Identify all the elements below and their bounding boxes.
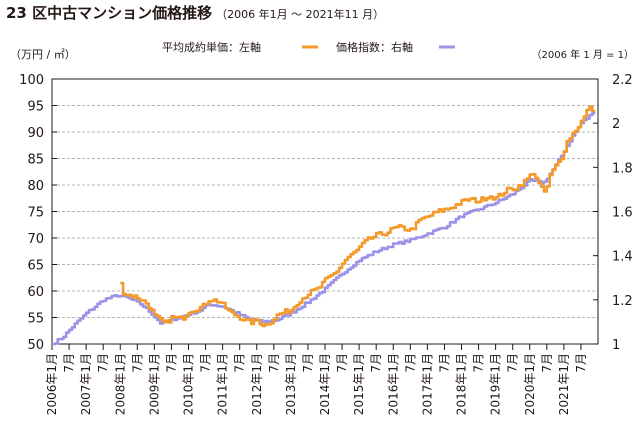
x-tick-label-21: 7月 [403,353,417,373]
right-tick-label-1.4: 1.4 [612,250,633,265]
x-tick-label-15: 7月 [301,353,315,373]
x-tick-label-20: 2016年1月 [386,353,400,415]
left-tick-label-70: 70 [27,232,44,247]
x-tick-label-9: 7月 [199,353,213,373]
x-tick-label-24: 2018年1月 [455,353,469,415]
x-tick-label-6: 2009年1月 [147,353,161,415]
right-tick-label-1.6: 1.6 [612,206,633,221]
x-tick-label-3: 7月 [96,353,110,373]
x-tick-label-26: 2019年1月 [489,353,503,415]
chart-title-main: 23 区中古マンション価格推移 [6,4,213,22]
right-tick-label-2: 2 [612,117,620,132]
x-tick-label-10: 2011年1月 [216,353,230,415]
right-axis-label: （2006 年 1 月 = 1） [532,48,634,61]
x-axis-labels: 2006年1月 7月 2007年1月 7月 2008年1月 7月 2009年1月 7月 2010… [45,353,588,415]
x-tick-label-13: 7月 [267,353,281,373]
left-axis-label: （万円 / ㎡） [10,48,76,61]
x-tick-label-4: 2008年1月 [113,353,127,415]
x-tick-label-29: 7月 [540,353,554,373]
chart-subtitle: （2006 年1月 〜 2021年11 月） [216,8,385,21]
x-tick-label-28: 2020年1月 [523,353,537,415]
series-layer [52,105,596,346]
left-tick-label-50: 50 [27,338,44,353]
right-tick-label-2.2: 2.2 [612,73,633,88]
chart-title: 23 区中古マンション価格推移 （2006 年1月 〜 2021年11 月） [6,2,384,23]
right-tick-label-1.2: 1.2 [612,294,633,309]
right-tick-label-1.8: 1.8 [612,161,633,176]
x-tick-label-17: 7月 [335,353,349,373]
left-tick-label-60: 60 [27,285,44,300]
x-tick-label-30: 2021年1月 [557,353,571,415]
x-tick-label-27: 7月 [506,353,520,373]
legend-label-price-index: 価格指数：右軸 [336,40,413,54]
left-tick-label-80: 80 [27,179,44,194]
series-line-price-index [52,111,596,346]
x-tick-label-23: 7月 [437,353,451,373]
x-tick-label-12: 2012年1月 [250,353,264,415]
legend-label-unit-price: 平均成約単価：左軸 [162,40,261,54]
x-tick-label-2: 2007年1月 [79,353,93,415]
grid-layer [52,105,598,318]
x-tick-label-8: 2010年1月 [182,353,196,415]
x-tick-label-16: 2014年1月 [318,353,332,415]
left-tick-label-85: 85 [27,153,44,168]
right-tick-label-1: 1 [612,338,620,353]
legend: 平均成約単価：左軸 価格指数：右軸 [162,40,455,54]
left-tick-label-55: 55 [27,312,44,327]
series-line-unit-price [120,105,596,328]
left-tick-label-95: 95 [27,100,44,115]
x-tick-label-11: 7月 [233,353,247,373]
x-tick-label-31: 7月 [574,353,588,373]
x-tick-label-5: 7月 [130,353,144,373]
x-tick-label-7: 7月 [164,353,178,373]
left-axis-ticks: 100 95 90 85 80 75 70 65 60 55 50 [19,73,57,353]
x-tick-label-18: 2015年1月 [352,353,366,415]
x-tick-label-1: 7月 [62,353,76,373]
x-tick-marks [51,344,582,350]
x-tick-label-25: 7月 [472,353,486,373]
left-tick-label-100: 100 [19,73,44,88]
left-tick-label-90: 90 [27,126,44,141]
x-tick-label-22: 2017年1月 [420,353,434,415]
x-tick-label-19: 7月 [369,353,383,373]
left-tick-label-75: 75 [27,206,44,221]
left-tick-label-65: 65 [27,259,44,274]
x-tick-label-0: 2006年1月 [45,353,59,415]
x-tick-label-14: 2013年1月 [284,353,298,415]
right-axis-ticks: 2.2 2 1.8 1.6 1.4 1.2 1 [593,73,633,353]
